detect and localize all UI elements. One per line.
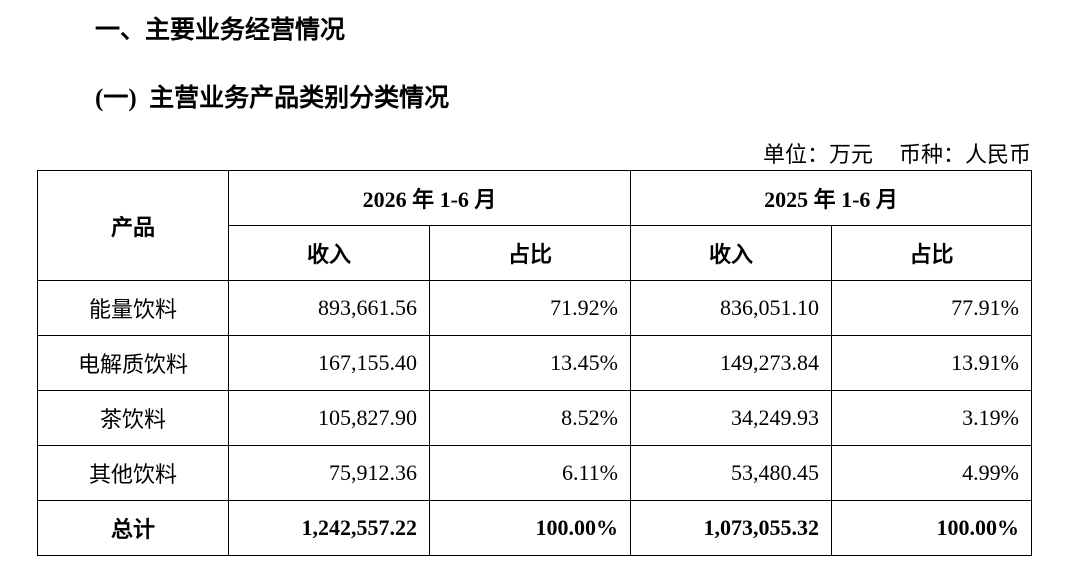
cell: 6.11% xyxy=(429,445,631,501)
cell: 105,827.90 xyxy=(228,390,430,446)
cell: 75,912.36 xyxy=(228,445,430,501)
unit: 单位：万元 xyxy=(762,142,873,167)
product-name: 总计 xyxy=(37,500,229,556)
data-row: 能量饮料 893,661.56 71.92% 836,051.10 77.91% xyxy=(37,280,1032,336)
total-row: 总计 1,242,557.22 100.00% 1,073,055.32 100.00% xyxy=(37,500,1032,556)
cell: 3.19% xyxy=(831,390,1032,446)
period-header: 2026 年 1-6 月 xyxy=(228,170,631,226)
section-title: 一、主要业务经营情况 xyxy=(95,17,346,44)
cell: 71.92% xyxy=(429,280,631,336)
cell: 13.91% xyxy=(831,335,1032,391)
cell: 53,480.45 xyxy=(630,445,832,501)
product-header: 产品 xyxy=(37,170,229,281)
data-row: 茶饮料 105,827.90 8.52% 34,249.93 3.19% xyxy=(37,390,1032,446)
unit-note: 单位：万元 币种：人民币 xyxy=(763,137,1031,169)
cell: 77.91% xyxy=(831,280,1032,336)
cell: 100.00% xyxy=(831,500,1032,556)
cell: 149,273.84 xyxy=(630,335,832,391)
sub-header: 占比 xyxy=(831,225,1032,281)
product-name: 其他饮料 xyxy=(37,445,229,501)
sub-header: 占比 xyxy=(429,225,631,281)
period-header: 2025 年 1-6 月 xyxy=(630,170,1032,226)
cell: 34,249.93 xyxy=(630,390,832,446)
product-name: 电解质饮料 xyxy=(37,335,229,391)
cell: 13.45% xyxy=(429,335,631,391)
cell: 836,051.10 xyxy=(630,280,832,336)
header-row: 产品 2026 年 1-6 月 2025 年 1-6 月 xyxy=(37,170,1032,281)
currency: 币种：人民币 xyxy=(898,142,1031,167)
product-name: 茶饮料 xyxy=(37,390,229,446)
sub-header: 收入 xyxy=(228,225,430,281)
cell: 100.00% xyxy=(429,500,631,556)
product-name: 能量饮料 xyxy=(37,280,229,336)
cell: 893,661.56 xyxy=(228,280,430,336)
cell: 1,073,055.32 xyxy=(630,500,832,556)
cell: 1,242,557.22 xyxy=(228,500,430,556)
cell: 167,155.40 xyxy=(228,335,430,391)
data-row: 电解质饮料 167,155.40 13.45% 149,273.84 13.91% xyxy=(37,335,1032,391)
sub-header: 收入 xyxy=(630,225,832,281)
revenue-table: 产品 2026 年 1-6 月 2025 年 1-6 月收入 占比 收入 占比 能量饮料 89… xyxy=(37,170,1032,556)
cell: 8.52% xyxy=(429,390,631,446)
subsection-title: (一) 主营业务产品类别分类情况 xyxy=(95,85,450,112)
data-row: 其他饮料 75,912.36 6.11% 53,480.45 4.99% xyxy=(37,445,1032,501)
cell: 4.99% xyxy=(831,445,1032,501)
